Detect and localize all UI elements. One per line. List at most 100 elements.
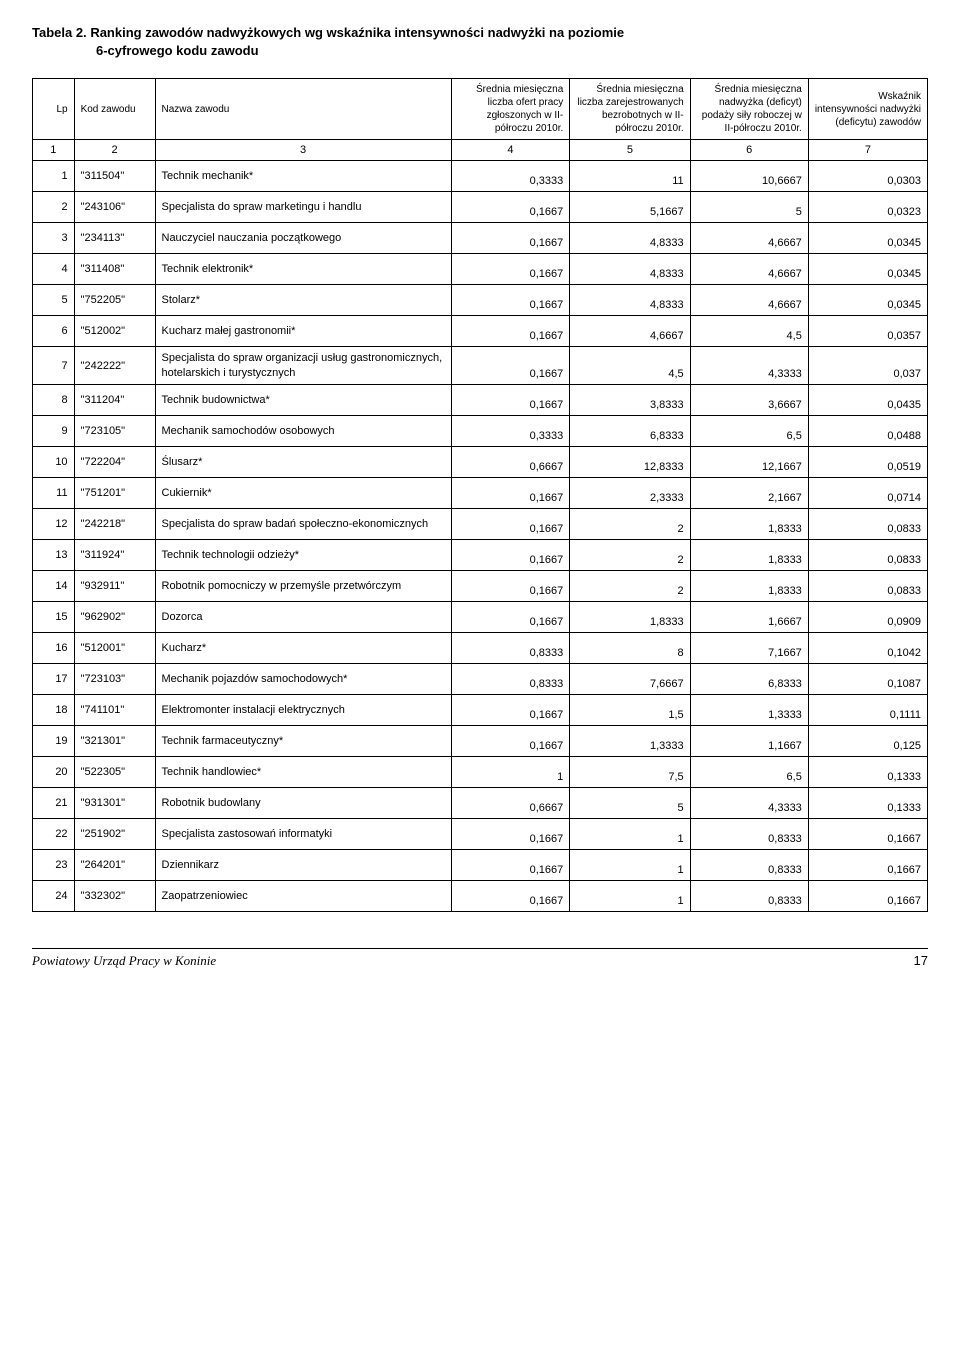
hnum-6: 6: [690, 140, 808, 161]
table-row: 9"723105"Mechanik samochodów osobowych0,…: [33, 415, 928, 446]
cell-nazwa: Cukiernik*: [155, 477, 451, 508]
cell-nazwa: Specjalista do spraw marketingu i handlu: [155, 192, 451, 223]
cell-kod: "751201": [74, 477, 155, 508]
cell-v6: 4,6667: [690, 254, 808, 285]
cell-v4: 0,1667: [451, 477, 570, 508]
cell-v4: 0,1667: [451, 539, 570, 570]
cell-v4: 0,1667: [451, 347, 570, 385]
cell-kod: "234113": [74, 223, 155, 254]
cell-v5: 7,5: [570, 756, 690, 787]
cell-lp: 12: [33, 508, 75, 539]
cell-v7: 0,0488: [808, 415, 927, 446]
cell-lp: 20: [33, 756, 75, 787]
cell-v5: 4,5: [570, 347, 690, 385]
cell-v6: 0,8333: [690, 880, 808, 911]
table-row: 20"522305"Technik handlowiec*17,56,50,13…: [33, 756, 928, 787]
cell-v6: 4,3333: [690, 787, 808, 818]
cell-v6: 1,8333: [690, 570, 808, 601]
cell-lp: 6: [33, 316, 75, 347]
cell-v4: 0,1667: [451, 880, 570, 911]
cell-v5: 5: [570, 787, 690, 818]
cell-kod: "242222": [74, 347, 155, 385]
cell-lp: 4: [33, 254, 75, 285]
cell-v7: 0,0714: [808, 477, 927, 508]
cell-v5: 2: [570, 570, 690, 601]
cell-kod: "311504": [74, 161, 155, 192]
table-row: 12"242218"Specjalista do spraw badań spo…: [33, 508, 928, 539]
cell-v6: 3,6667: [690, 384, 808, 415]
cell-nazwa: Dozorca: [155, 601, 451, 632]
cell-lp: 11: [33, 477, 75, 508]
cell-v5: 7,6667: [570, 663, 690, 694]
table-row: 7"242222"Specjalista do spraw organizacj…: [33, 347, 928, 385]
cell-lp: 1: [33, 161, 75, 192]
cell-v6: 1,6667: [690, 601, 808, 632]
cell-v5: 2,3333: [570, 477, 690, 508]
cell-kod: "321301": [74, 725, 155, 756]
table-row: 5"752205"Stolarz*0,16674,83334,66670,034…: [33, 285, 928, 316]
table-row: 1"311504"Technik mechanik*0,33331110,666…: [33, 161, 928, 192]
cell-v6: 12,1667: [690, 446, 808, 477]
cell-v6: 10,6667: [690, 161, 808, 192]
table-row: 21"931301"Robotnik budowlany0,666754,333…: [33, 787, 928, 818]
cell-kod: "311408": [74, 254, 155, 285]
cell-lp: 2: [33, 192, 75, 223]
cell-nazwa: Dziennikarz: [155, 849, 451, 880]
header-number-row: 1 2 3 4 5 6 7: [33, 140, 928, 161]
cell-kod: "311204": [74, 384, 155, 415]
cell-v4: 0,1667: [451, 849, 570, 880]
col-nazwa: Nazwa zawodu: [155, 79, 451, 140]
cell-lp: 22: [33, 818, 75, 849]
cell-nazwa: Kucharz małej gastronomii*: [155, 316, 451, 347]
cell-v5: 12,8333: [570, 446, 690, 477]
cell-v4: 0,1667: [451, 725, 570, 756]
cell-v7: 0,0833: [808, 508, 927, 539]
cell-v5: 3,8333: [570, 384, 690, 415]
footer-page: 17: [914, 953, 928, 969]
cell-v5: 11: [570, 161, 690, 192]
cell-lp: 21: [33, 787, 75, 818]
hnum-3: 3: [155, 140, 451, 161]
cell-v6: 1,3333: [690, 694, 808, 725]
cell-v7: 0,0345: [808, 223, 927, 254]
cell-v7: 0,1333: [808, 787, 927, 818]
cell-lp: 7: [33, 347, 75, 385]
cell-v4: 1: [451, 756, 570, 787]
table-row: 22"251902"Specjalista zastosowań informa…: [33, 818, 928, 849]
cell-nazwa: Specjalista do spraw badań społeczno-eko…: [155, 508, 451, 539]
cell-v6: 4,5: [690, 316, 808, 347]
cell-v6: 7,1667: [690, 632, 808, 663]
cell-lp: 23: [33, 849, 75, 880]
col-c4: Średnia miesięczna liczba ofert pracy zg…: [451, 79, 570, 140]
caption-label: Tabela 2.: [32, 25, 87, 40]
col-c7: Wskaźnik intensywności nadwyżki (deficyt…: [808, 79, 927, 140]
hnum-2: 2: [74, 140, 155, 161]
cell-nazwa: Technik mechanik*: [155, 161, 451, 192]
cell-lp: 5: [33, 285, 75, 316]
table-row: 24"332302"Zaopatrzeniowiec0,166710,83330…: [33, 880, 928, 911]
table-row: 3"234113"Nauczyciel nauczania początkowe…: [33, 223, 928, 254]
cell-lp: 18: [33, 694, 75, 725]
cell-kod: "251902": [74, 818, 155, 849]
cell-v4: 0,8333: [451, 632, 570, 663]
cell-lp: 24: [33, 880, 75, 911]
cell-v7: 0,037: [808, 347, 927, 385]
table-row: 10"722204"Ślusarz*0,666712,833312,16670,…: [33, 446, 928, 477]
cell-nazwa: Mechanik pojazdów samochodowych*: [155, 663, 451, 694]
cell-v5: 1: [570, 880, 690, 911]
cell-v7: 0,1087: [808, 663, 927, 694]
cell-v4: 0,1667: [451, 316, 570, 347]
table-caption: Tabela 2. Ranking zawodów nadwyżkowych w…: [32, 24, 928, 60]
table-row: 2"243106"Specjalista do spraw marketingu…: [33, 192, 928, 223]
cell-v4: 0,1667: [451, 601, 570, 632]
cell-v7: 0,125: [808, 725, 927, 756]
cell-v5: 4,6667: [570, 316, 690, 347]
cell-v4: 0,1667: [451, 384, 570, 415]
cell-nazwa: Technik technologii odzieży*: [155, 539, 451, 570]
table-row: 4"311408"Technik elektronik*0,16674,8333…: [33, 254, 928, 285]
cell-v4: 0,1667: [451, 254, 570, 285]
cell-nazwa: Robotnik pomocniczy w przemyśle przetwór…: [155, 570, 451, 601]
cell-kod: "332302": [74, 880, 155, 911]
cell-v6: 6,5: [690, 415, 808, 446]
table-row: 6"512002"Kucharz małej gastronomii*0,166…: [33, 316, 928, 347]
